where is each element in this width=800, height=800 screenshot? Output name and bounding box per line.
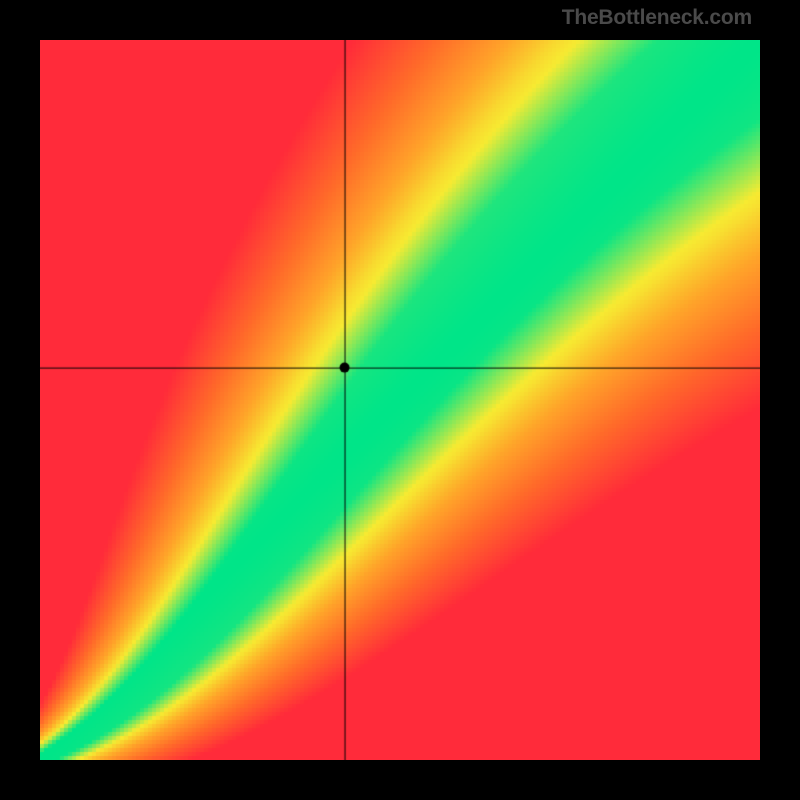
crosshair-overlay	[40, 40, 760, 760]
watermark-text: TheBottleneck.com	[562, 6, 752, 30]
